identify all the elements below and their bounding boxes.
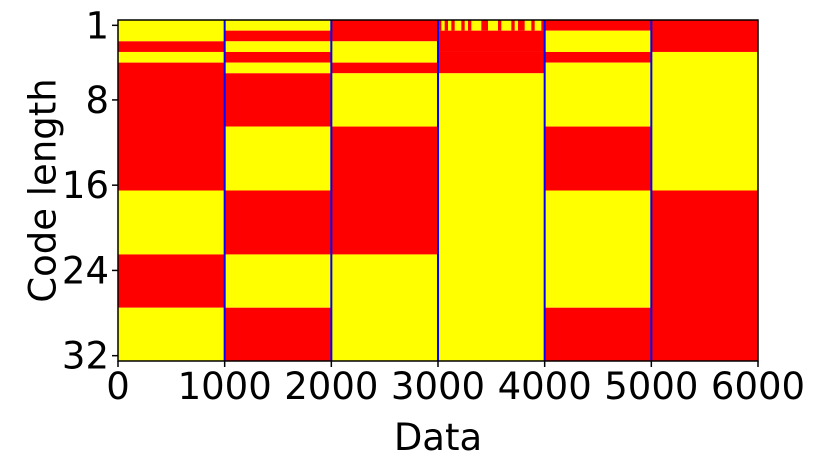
- heatmap-cell: [544, 30, 652, 52]
- heatmap-cell: [651, 20, 758, 52]
- heatmap-cell: [531, 20, 535, 31]
- heatmap-cell: [498, 20, 502, 31]
- heatmap-cell: [521, 20, 525, 31]
- heatmap-cell: [441, 20, 445, 31]
- heatmap-cell: [544, 51, 652, 63]
- heatmap-cell: [544, 307, 652, 361]
- heatmap-cell: [331, 41, 438, 63]
- heatmap-cell: [224, 190, 332, 255]
- heatmap-cells: [118, 20, 758, 361]
- x-tick-label: 1000: [178, 365, 272, 408]
- heatmap-cell: [494, 20, 499, 31]
- heatmap-cell: [438, 73, 545, 361]
- x-tick-label: 0: [106, 365, 130, 408]
- heatmap-cell: [438, 30, 545, 52]
- heatmap-cell: [224, 41, 332, 52]
- heatmap-cell: [481, 20, 485, 31]
- heatmap-cell: [471, 20, 475, 31]
- x-tick-label: 4000: [498, 365, 592, 408]
- x-axis-label: Data: [394, 416, 482, 459]
- heatmap-cell: [541, 20, 545, 31]
- heatmap-cell: [478, 20, 482, 31]
- heatmap-cell: [118, 62, 225, 191]
- heatmap-cell: [454, 20, 459, 31]
- heatmap-cell: [118, 190, 225, 255]
- heatmap-cell: [331, 126, 438, 255]
- y-tick-label: 32: [62, 335, 109, 378]
- heatmap-cell: [488, 20, 492, 31]
- x-tick-label: 5000: [604, 365, 698, 408]
- heatmap-cell: [438, 20, 442, 31]
- heatmap-cell: [448, 20, 452, 31]
- heatmap-cell: [651, 51, 758, 191]
- heatmap-cell: [474, 20, 479, 31]
- heatmap-cell: [444, 20, 449, 31]
- heatmap-cell: [331, 73, 438, 127]
- heatmap-cell: [331, 20, 438, 42]
- heatmap-cell: [224, 30, 332, 42]
- y-axis-ticks: 1 8 16 24 32: [62, 4, 118, 378]
- heatmap-cell: [224, 126, 332, 191]
- heatmap-cell: [118, 41, 225, 52]
- heatmap-cell: [118, 254, 225, 308]
- x-tick-label: 2000: [284, 365, 378, 408]
- heatmap-cell: [224, 254, 332, 308]
- heatmap-cell: [461, 20, 465, 31]
- heatmap-cell: [518, 20, 522, 31]
- heatmap-cell: [544, 62, 652, 127]
- heatmap-cell: [224, 62, 332, 74]
- heatmap-cell: [464, 20, 469, 31]
- heatmap-cell: [511, 20, 515, 31]
- heatmap-cell: [331, 62, 438, 74]
- heatmap-cell: [534, 20, 539, 31]
- column-separators: [223, 20, 653, 361]
- heatmap-cell: [544, 126, 652, 191]
- heatmap-cell: [224, 51, 332, 63]
- y-tick-label: 1: [85, 4, 109, 47]
- heatmap-cell: [224, 73, 332, 127]
- y-tick-label: 24: [62, 249, 109, 292]
- heatmap-cell: [504, 20, 509, 31]
- heatmap-cell: [651, 190, 758, 361]
- heatmap-cell: [118, 307, 225, 361]
- heatmap-cell: [524, 20, 529, 31]
- heatmap-cell: [331, 254, 438, 361]
- x-axis-ticks: 0 1000 2000 3000 4000 5000 6000: [106, 361, 805, 408]
- heatmap-cell: [538, 20, 542, 31]
- x-tick-label: 3000: [391, 365, 485, 408]
- heatmap-cell: [484, 20, 489, 31]
- heatmap-cell: [544, 20, 652, 31]
- y-tick-label: 8: [85, 79, 109, 122]
- heatmap-cell: [224, 20, 332, 31]
- heatmap-cell: [118, 20, 225, 42]
- heatmap-cell: [224, 307, 332, 361]
- heatmap-cell: [451, 20, 455, 31]
- heatmap-cell: [438, 51, 545, 74]
- heatmap-cell: [508, 20, 512, 31]
- heatmap-cell: [501, 20, 505, 31]
- heatmap-cell: [458, 20, 462, 31]
- x-tick-label: 6000: [711, 365, 805, 408]
- heatmap-cell: [514, 20, 519, 31]
- heatmap-cell: [528, 20, 532, 31]
- heatmap-cell: [118, 51, 225, 63]
- heatmap-cell: [491, 20, 495, 31]
- y-tick-label: 16: [62, 164, 109, 207]
- heatmap-cell: [468, 20, 472, 31]
- y-axis-label: Code length: [22, 78, 65, 302]
- heatmap-cell: [544, 190, 652, 308]
